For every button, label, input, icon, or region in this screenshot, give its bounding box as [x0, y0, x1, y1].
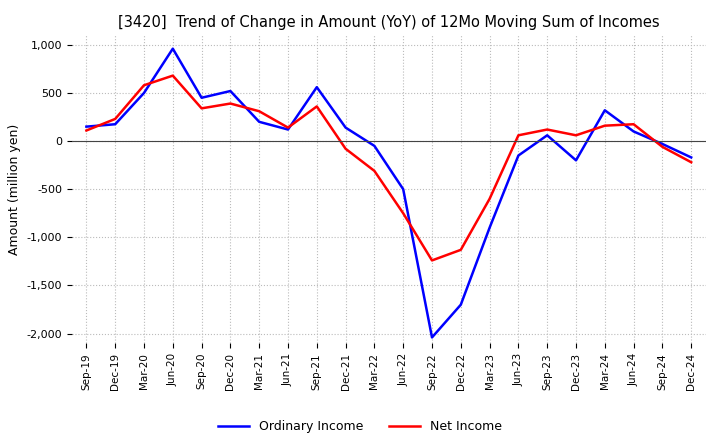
Ordinary Income: [197, 95, 206, 100]
Ordinary Income: [370, 143, 379, 149]
Title: [3420]  Trend of Change in Amount (YoY) of 12Mo Moving Sum of Incomes: [3420] Trend of Change in Amount (YoY) o…: [118, 15, 660, 30]
Ordinary Income: [82, 124, 91, 129]
Net Income: [629, 121, 638, 127]
Line: Net Income: Net Income: [86, 76, 691, 260]
Ordinary Income: [543, 133, 552, 138]
Ordinary Income: [629, 129, 638, 134]
Net Income: [456, 247, 465, 253]
Ordinary Income: [399, 187, 408, 192]
Ordinary Income: [312, 84, 321, 90]
Net Income: [370, 168, 379, 173]
Net Income: [82, 128, 91, 133]
Ordinary Income: [140, 90, 148, 95]
Ordinary Income: [255, 119, 264, 125]
Net Income: [312, 104, 321, 109]
Net Income: [168, 73, 177, 78]
Ordinary Income: [111, 121, 120, 127]
Ordinary Income: [600, 108, 609, 113]
Ordinary Income: [572, 158, 580, 163]
Ordinary Income: [485, 225, 494, 231]
Legend: Ordinary Income, Net Income: Ordinary Income, Net Income: [213, 415, 507, 438]
Line: Ordinary Income: Ordinary Income: [86, 49, 691, 337]
Ordinary Income: [428, 335, 436, 340]
Net Income: [600, 123, 609, 128]
Net Income: [255, 109, 264, 114]
Net Income: [399, 211, 408, 216]
Ordinary Income: [687, 155, 696, 160]
Net Income: [226, 101, 235, 106]
Ordinary Income: [341, 125, 350, 130]
Ordinary Income: [168, 46, 177, 51]
Net Income: [572, 133, 580, 138]
Net Income: [658, 144, 667, 150]
Net Income: [341, 146, 350, 151]
Ordinary Income: [658, 141, 667, 147]
Net Income: [543, 127, 552, 132]
Net Income: [284, 125, 292, 130]
Net Income: [485, 196, 494, 202]
Net Income: [687, 160, 696, 165]
Net Income: [428, 258, 436, 263]
Y-axis label: Amount (million yen): Amount (million yen): [8, 124, 21, 255]
Ordinary Income: [514, 153, 523, 158]
Ordinary Income: [456, 302, 465, 308]
Ordinary Income: [226, 88, 235, 94]
Ordinary Income: [284, 127, 292, 132]
Net Income: [514, 133, 523, 138]
Net Income: [197, 106, 206, 111]
Net Income: [140, 83, 148, 88]
Net Income: [111, 116, 120, 121]
